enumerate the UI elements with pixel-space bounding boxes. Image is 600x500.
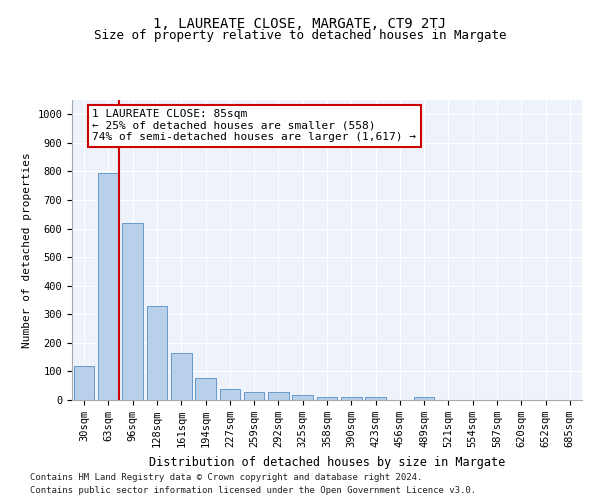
Bar [414, 397, 434, 400]
Bar [146, 306, 167, 400]
Text: Contains public sector information licensed under the Open Government Licence v3: Contains public sector information licen… [30, 486, 476, 495]
Text: 1, LAUREATE CLOSE, MARGATE, CT9 2TJ: 1, LAUREATE CLOSE, MARGATE, CT9 2TJ [154, 18, 446, 32]
Bar [341, 397, 362, 400]
Bar [317, 396, 337, 400]
Bar [195, 378, 216, 400]
Bar [268, 392, 289, 400]
Text: 1 LAUREATE CLOSE: 85sqm
← 25% of detached houses are smaller (558)
74% of semi-d: 1 LAUREATE CLOSE: 85sqm ← 25% of detache… [92, 109, 416, 142]
Text: Contains HM Land Registry data © Crown copyright and database right 2024.: Contains HM Land Registry data © Crown c… [30, 474, 422, 482]
Bar [171, 354, 191, 400]
Bar [244, 392, 265, 400]
Bar [292, 395, 313, 400]
Y-axis label: Number of detached properties: Number of detached properties [22, 152, 32, 348]
Bar [365, 397, 386, 400]
Bar [98, 173, 119, 400]
X-axis label: Distribution of detached houses by size in Margate: Distribution of detached houses by size … [149, 456, 505, 468]
Bar [74, 366, 94, 400]
Bar [122, 223, 143, 400]
Text: Size of property relative to detached houses in Margate: Size of property relative to detached ho… [94, 29, 506, 42]
Bar [220, 388, 240, 400]
